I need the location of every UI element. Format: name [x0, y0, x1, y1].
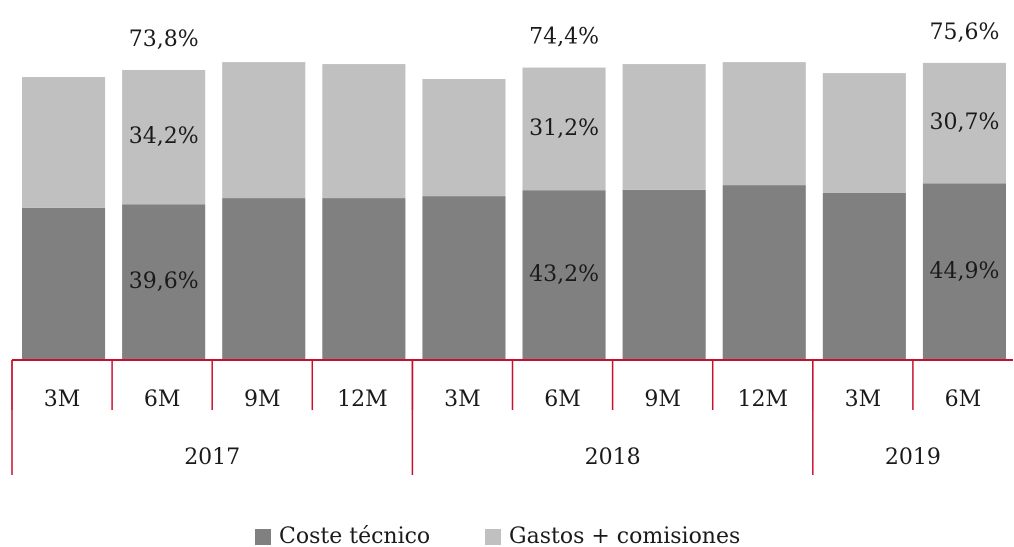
bar-segment: [722, 185, 806, 360]
x-tick-label: 12M: [737, 387, 788, 412]
bar-segment: [922, 183, 1006, 360]
x-tick-label: 6M: [945, 387, 982, 412]
bar-segment: [822, 192, 906, 360]
total-label: 74,4%: [529, 25, 599, 50]
group-label: 2018: [585, 445, 641, 470]
legend-label: Gastos + comisiones: [509, 524, 740, 547]
bar-segment: [522, 190, 606, 360]
bar-segment: [322, 64, 406, 199]
x-tick-label: 3M: [845, 387, 882, 412]
x-tick-label: 6M: [144, 387, 181, 412]
bar-segment: [622, 189, 706, 360]
x-tick-label: 6M: [544, 387, 581, 412]
bar-segment: [422, 79, 506, 197]
data-label: 30,7%: [930, 110, 1000, 135]
bar-segment: [622, 64, 706, 190]
bar-segment: [122, 69, 206, 205]
bar-segment: [22, 77, 106, 208]
legend-swatch: [485, 529, 501, 545]
total-label: 73,8%: [129, 27, 199, 52]
data-label: 43,2%: [529, 262, 599, 287]
bar-segment: [122, 204, 206, 360]
bar-segment: [522, 67, 606, 191]
x-tick-label: 9M: [244, 387, 281, 412]
total-label: 75,6%: [930, 20, 1000, 45]
data-label: 34,2%: [129, 124, 199, 149]
bar-segment: [422, 196, 506, 360]
x-tick-label: 12M: [337, 387, 388, 412]
legend-label: Coste técnico: [279, 524, 430, 547]
x-tick-label: 9M: [644, 387, 681, 412]
bar-segment: [822, 73, 906, 193]
legend-swatch: [255, 529, 271, 545]
bar-segment: [22, 207, 106, 360]
x-tick-label: 3M: [44, 387, 81, 412]
bar-segment: [722, 62, 806, 186]
bar-segment: [322, 198, 406, 360]
group-label: 2019: [885, 445, 941, 470]
data-label: 39,6%: [129, 269, 199, 294]
data-label: 31,2%: [529, 116, 599, 141]
group-label: 2017: [184, 445, 240, 470]
x-tick-label: 3M: [444, 387, 481, 412]
bar-segment: [222, 62, 306, 199]
bar-segment: [922, 62, 1006, 184]
data-label: 44,9%: [930, 259, 1000, 284]
bar-segment: [222, 198, 306, 360]
